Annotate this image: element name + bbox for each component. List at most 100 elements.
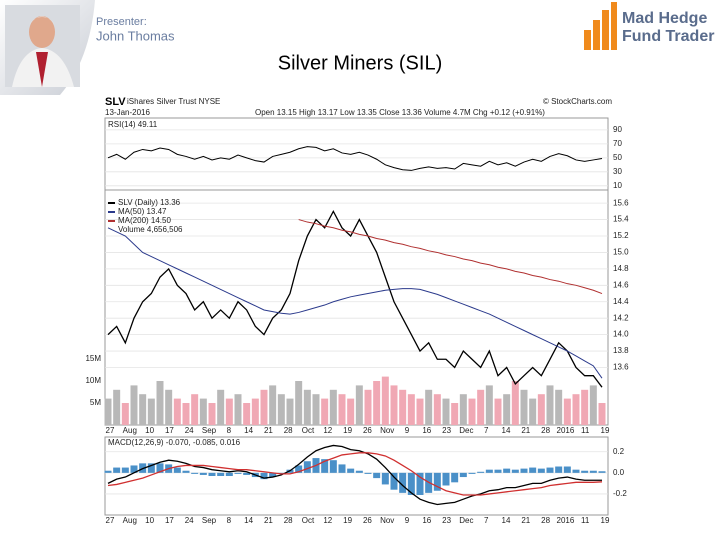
volume-bar	[407, 394, 415, 425]
y-tick-label: 14.0	[613, 330, 629, 339]
rsi-line	[107, 146, 603, 171]
x-tick-label: 21	[264, 516, 273, 525]
x-tick-label: 14	[244, 426, 253, 435]
moving-average-line	[107, 227, 603, 379]
x-tick-label: 21	[264, 426, 273, 435]
volume-bar	[130, 385, 138, 425]
volume-bar	[433, 394, 441, 425]
macd-histogram-bar	[329, 460, 337, 473]
slide-title: Silver Miners (SIL)	[278, 52, 442, 74]
macd-histogram-bar	[321, 459, 329, 473]
volume-bar	[425, 389, 433, 425]
volume-bar	[104, 398, 112, 425]
volume-bar	[243, 403, 251, 425]
volume-bar	[477, 389, 485, 425]
x-tick-label: Aug	[123, 516, 137, 525]
volume-bar	[208, 403, 216, 425]
quote: Open 13.15 High 13.17 Low 13.35 Close 13…	[255, 108, 545, 117]
macd-histogram-bar	[451, 472, 459, 483]
y-tick-label: 14.6	[613, 280, 629, 289]
x-tick-label: 28	[284, 426, 293, 435]
volume-bar	[468, 398, 476, 425]
x-tick-label: 21	[521, 516, 530, 525]
y-tick-label: 13.8	[613, 346, 629, 355]
y-tick-label: 30	[613, 167, 622, 176]
legend-label: MA(50) 13.47	[118, 207, 167, 216]
volume-bar	[572, 394, 580, 425]
macd-histogram-bar	[546, 467, 554, 473]
macd-histogram-bar	[347, 468, 355, 473]
volume-bar	[589, 385, 597, 425]
macd-histogram-bar	[433, 472, 441, 491]
macd-histogram-bar	[485, 469, 493, 473]
macd-histogram-bar	[217, 472, 225, 476]
macd-histogram-bar	[121, 467, 129, 473]
x-tick-label: Sep	[202, 516, 217, 525]
x-tick-label: 11	[581, 516, 590, 525]
volume-bar	[156, 381, 164, 425]
y-tick-label: 15.4	[613, 215, 629, 224]
x-tick-label: 16	[422, 516, 431, 525]
x-tick-label: 16	[422, 426, 431, 435]
x-tick-label: 19	[343, 426, 352, 435]
rsi-label: RSI(14) 49.11	[108, 120, 158, 129]
volume-bar	[555, 389, 563, 425]
y-tick-label: 14.2	[613, 313, 629, 322]
volume-bar	[173, 398, 181, 425]
macd-histogram-bar	[225, 472, 233, 476]
volume-bar	[399, 389, 407, 425]
volume-bar	[355, 385, 363, 425]
macd-histogram-bar	[529, 467, 537, 473]
logo-text: Fund Trader	[622, 28, 714, 45]
x-tick-label: Nov	[380, 426, 394, 435]
macd-histogram-bar	[511, 469, 519, 473]
macd-histogram-bar	[130, 465, 138, 473]
x-tick-label: 9	[405, 426, 410, 435]
x-tick-label: 8	[227, 516, 232, 525]
volume-bar	[321, 398, 329, 425]
volume-bar	[199, 398, 207, 425]
x-tick-label: 10	[145, 516, 154, 525]
volume-bar	[225, 398, 233, 425]
legend-label: MA(200) 14.50	[118, 216, 171, 225]
macd-histogram-bar	[208, 472, 216, 476]
volume-bar	[347, 398, 355, 425]
volume-bar	[381, 376, 389, 425]
x-tick-label: 19	[601, 516, 610, 525]
x-tick-label: 24	[185, 516, 194, 525]
macd-histogram-bar	[364, 472, 372, 474]
volume-bar	[182, 403, 190, 425]
price-line	[107, 209, 603, 388]
x-tick-label: 7	[484, 426, 489, 435]
volume-bar	[598, 403, 606, 425]
volume-bar	[251, 398, 259, 425]
x-tick-label: 19	[343, 516, 352, 525]
logo-icon	[584, 2, 617, 50]
volume-bar	[286, 398, 294, 425]
macd-histogram-bar	[182, 470, 190, 473]
x-tick-label: 24	[185, 426, 194, 435]
macd-histogram-bar	[303, 461, 311, 473]
x-tick-label: 14	[502, 426, 511, 435]
volume-bar	[121, 403, 129, 425]
macd-histogram-bar	[199, 472, 207, 475]
volume-bar	[459, 394, 467, 425]
stock-chart: SLV iShares Silver Trust NYSE © StockCha…	[104, 96, 612, 516]
volume-bar	[295, 381, 303, 425]
legend-label: SLV (Daily) 13.36	[118, 198, 181, 207]
x-tick-label: 28	[541, 516, 550, 525]
x-tick-label: 2016	[557, 516, 575, 525]
volume-bar	[234, 394, 242, 425]
volume-bar	[442, 398, 450, 425]
x-tick-label: 12	[323, 516, 332, 525]
description: iShares Silver Trust NYSE	[127, 97, 220, 106]
macd-histogram-bar	[191, 472, 199, 474]
volume-bar	[329, 389, 337, 425]
x-tick-label: 14	[244, 516, 253, 525]
volume-bar	[563, 398, 571, 425]
macd-histogram-bar	[390, 472, 398, 490]
x-tick-label: Sep	[202, 426, 217, 435]
x-tick-label: 17	[165, 516, 174, 525]
volume-bar	[260, 389, 268, 425]
